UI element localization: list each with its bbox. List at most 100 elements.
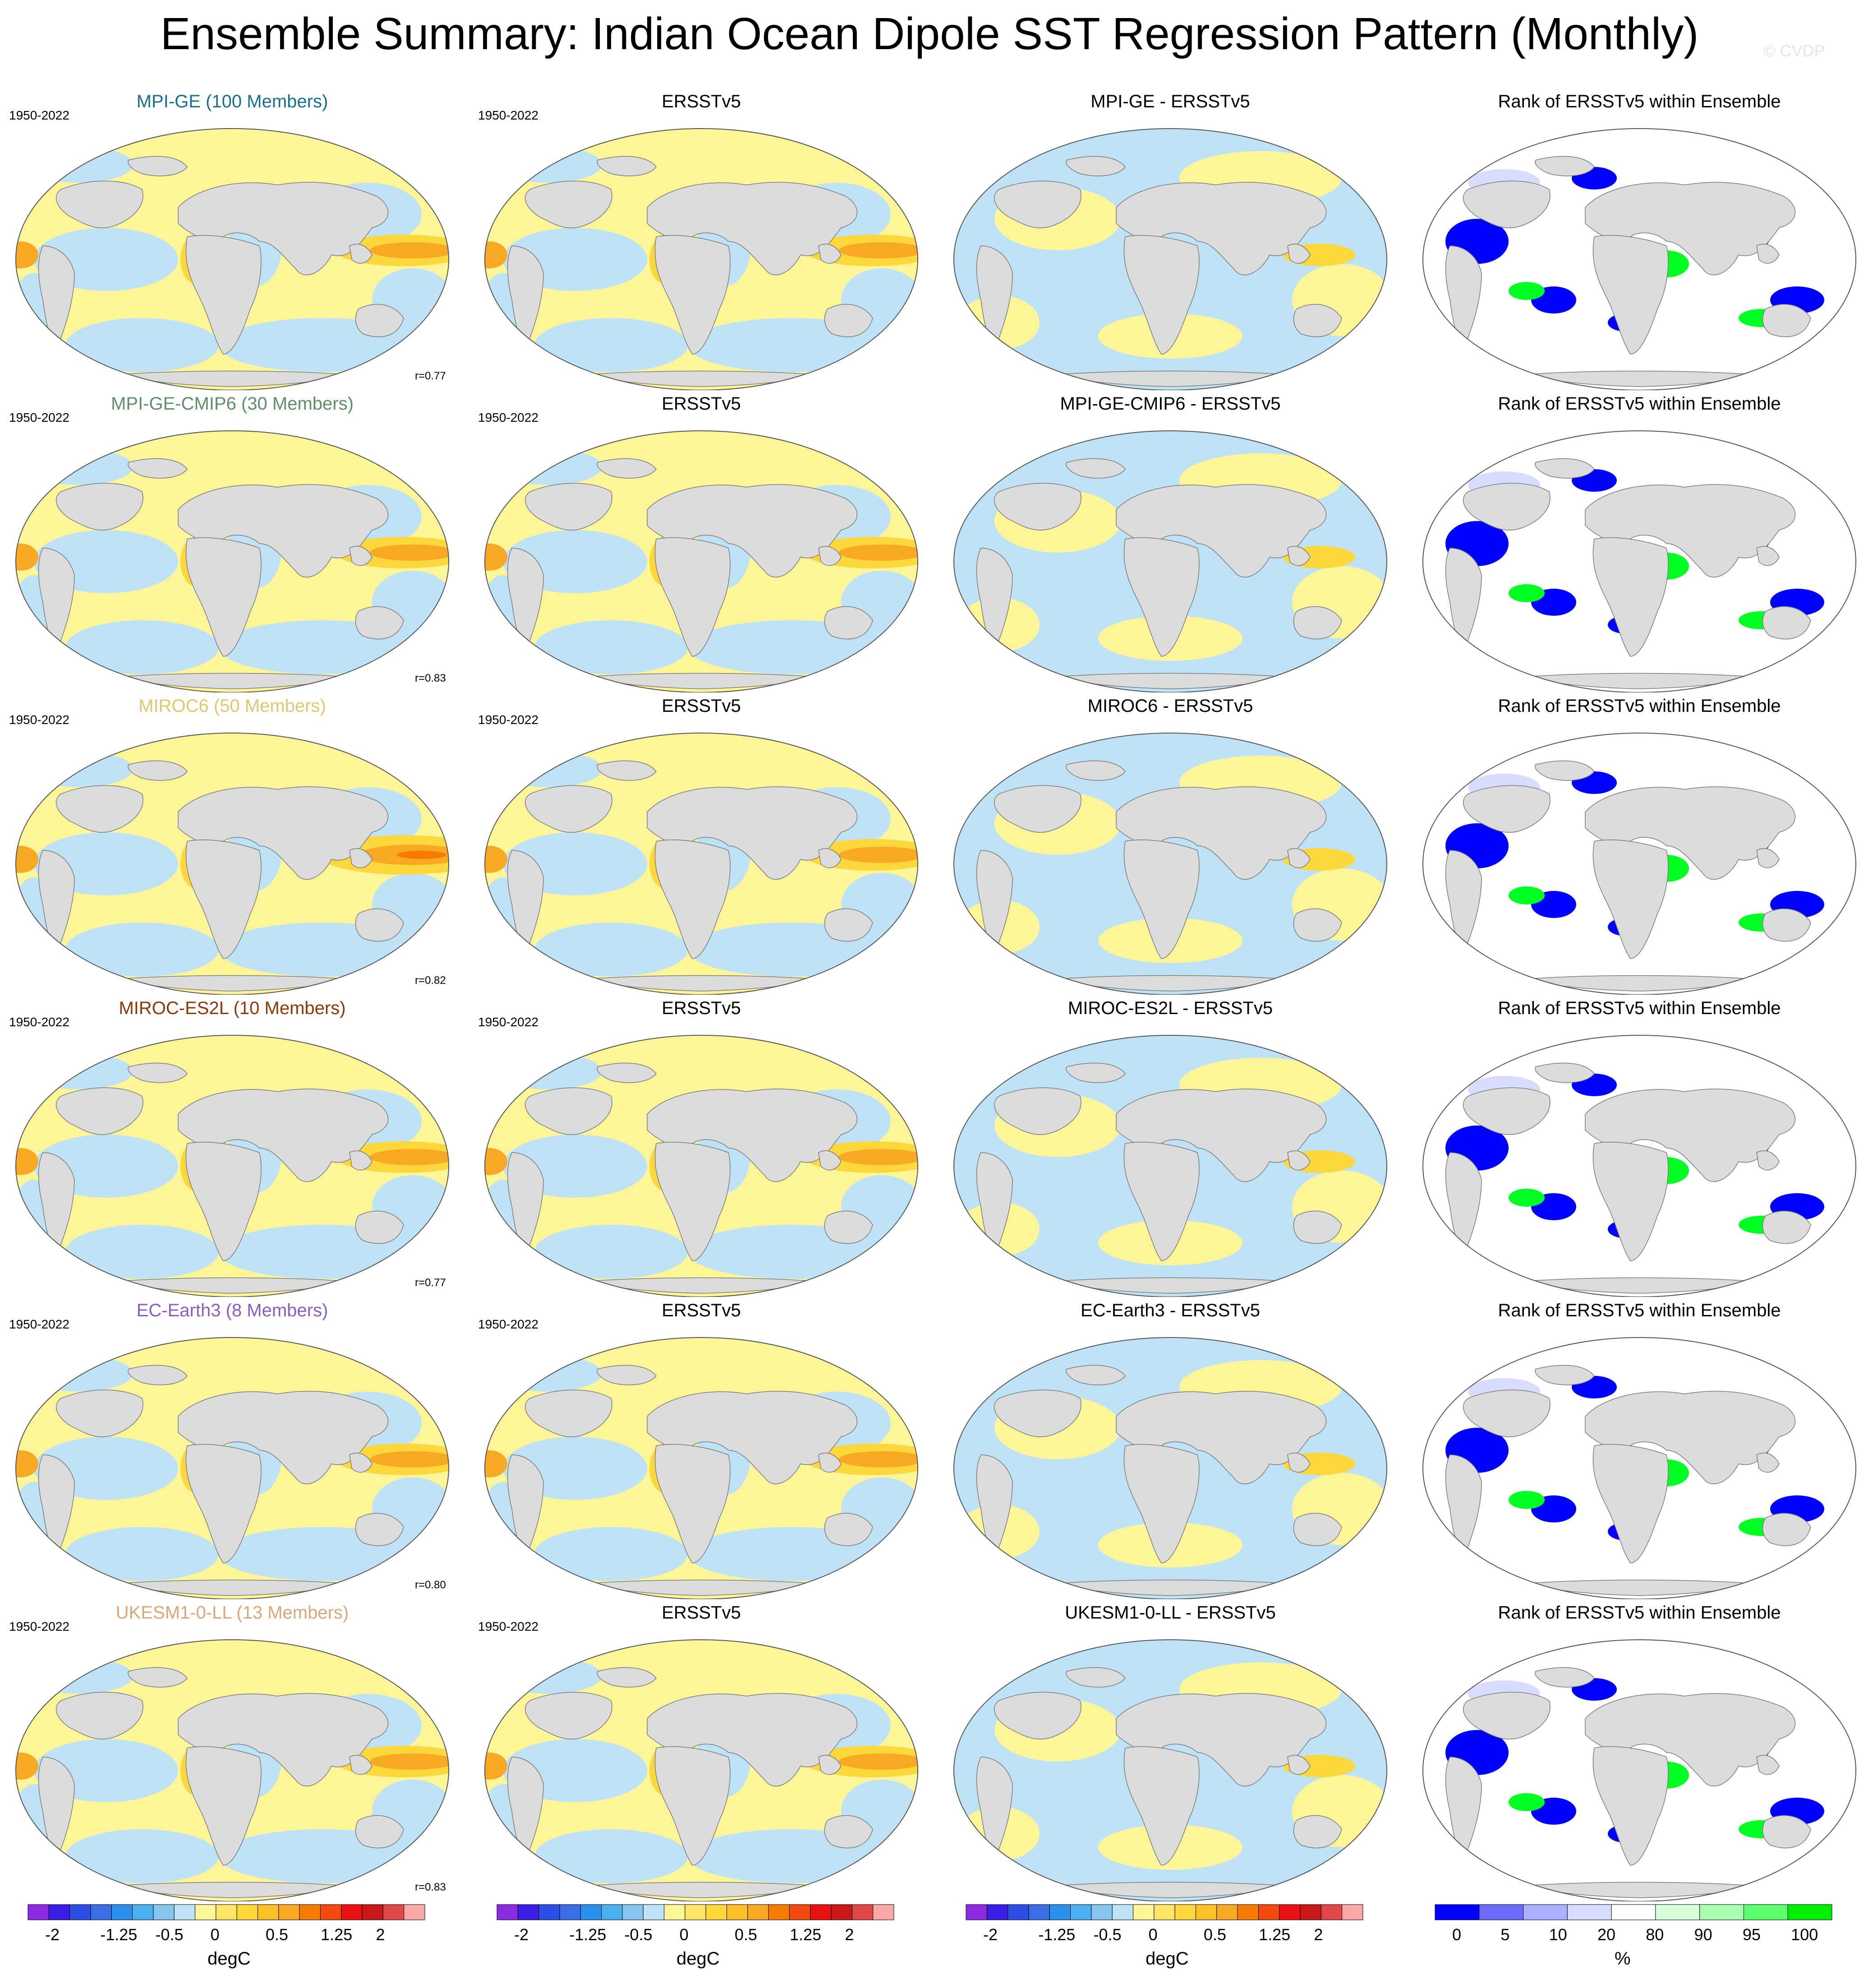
land-layer xyxy=(976,760,1342,992)
colorbar-swatch xyxy=(1321,1904,1343,1920)
obs-panel: ERSSTv5 1950-2022 xyxy=(469,1299,934,1601)
colorbar-swatch xyxy=(810,1904,832,1920)
sst-map xyxy=(484,733,918,995)
sst-map xyxy=(484,128,918,390)
rank-map xyxy=(1422,1639,1856,1901)
land-layer xyxy=(976,1365,1342,1596)
colorbar-swatches xyxy=(1435,1904,1832,1920)
year-range: 1950-2022 xyxy=(478,1015,538,1029)
obs-panel: ERSSTv5 1950-2022 xyxy=(469,90,934,392)
difference-map xyxy=(953,1035,1387,1297)
colorbar-swatch xyxy=(1091,1904,1113,1920)
colorbar-swatch xyxy=(664,1904,686,1920)
land-layer xyxy=(1445,1667,1811,1898)
colorbar-swatch xyxy=(851,1904,874,1920)
year-range: 1950-2022 xyxy=(9,1619,69,1633)
colorbar-swatch xyxy=(1567,1904,1612,1920)
difference-title: MPI-GE - ERSSTv5 xyxy=(1091,92,1250,111)
colorbar-swatch xyxy=(685,1904,706,1920)
colorbar-tick-label: 1.25 xyxy=(1259,1925,1291,1944)
colorbar-swatch xyxy=(538,1904,560,1920)
land-layer xyxy=(38,458,404,689)
colorbar-swatch xyxy=(1070,1904,1092,1920)
sst-map xyxy=(484,430,918,692)
obs-panel: ERSSTv5 1950-2022 xyxy=(469,392,934,694)
colorbar-swatch xyxy=(216,1904,237,1920)
obs-title: ERSSTv5 xyxy=(662,998,741,1018)
sst-map xyxy=(15,1035,449,1297)
colorbar-swatch xyxy=(1112,1904,1134,1920)
obs-title: ERSSTv5 xyxy=(662,1301,741,1320)
colorbar-tick-label: -1.25 xyxy=(100,1925,138,1944)
colorbar-tick-label: 80 xyxy=(1646,1925,1664,1944)
sst-map xyxy=(15,733,449,995)
colorbar-swatch xyxy=(622,1904,644,1920)
colorbar-swatch xyxy=(643,1904,665,1920)
sst-map xyxy=(15,128,449,390)
colorbar-swatch xyxy=(747,1904,769,1920)
difference-panel: MIROC6 - ERSSTv5 xyxy=(938,695,1403,996)
difference-map xyxy=(953,430,1387,692)
colorbar-tick-label: 0 xyxy=(1148,1925,1158,1944)
colorbar-swatch xyxy=(705,1904,727,1920)
colorbar-tick-label: 90 xyxy=(1694,1925,1712,1944)
colorbar-swatch xyxy=(966,1904,987,1920)
sst-colorbar: -2 -1.25 -0.5 0 0.5 1.25 2 degC xyxy=(27,1904,426,1969)
rank-map xyxy=(1422,733,1856,995)
difference-panel: UKESM1-0-LL - ERSSTv5 xyxy=(938,1601,1403,1903)
colorbar-swatch xyxy=(132,1904,154,1920)
pattern-correlation: r=0.82 xyxy=(415,974,446,987)
land-layer xyxy=(38,1062,404,1294)
year-range: 1950-2022 xyxy=(478,1317,538,1331)
colorbar-swatch xyxy=(789,1904,811,1920)
colorbar-swatch xyxy=(28,1904,49,1920)
model-title: UKESM1-0-LL (13 Members) xyxy=(115,1603,349,1623)
difference-title: EC-Earth3 - ERSSTv5 xyxy=(1081,1301,1260,1320)
colorbar-swatch xyxy=(153,1904,175,1920)
colorbar-swatch xyxy=(341,1904,363,1920)
pattern-correlation: r=0.77 xyxy=(415,370,446,382)
sst-colorbar: -2 -1.25 -0.5 0 0.5 1.25 2 degC xyxy=(965,1904,1364,1969)
colorbar-swatch xyxy=(559,1904,581,1920)
colorbar-tick-label: 0.5 xyxy=(1203,1925,1226,1944)
land-layer xyxy=(38,760,404,992)
difference-map xyxy=(953,1639,1387,1901)
colorbar-unit: degC xyxy=(676,1949,720,1969)
land-layer xyxy=(507,760,873,992)
colorbar-tick-label: 100 xyxy=(1791,1925,1818,1944)
colorbar-swatch xyxy=(1435,1904,1480,1920)
colorbar-swatch xyxy=(1479,1904,1524,1920)
rank-panel: Rank of ERSSTv5 within Ensemble59% xyxy=(1407,90,1859,392)
model-title: EC-Earth3 (8 Members) xyxy=(136,1301,328,1320)
copyright-watermark: © CVDP xyxy=(1763,42,1825,60)
land-layer xyxy=(1445,458,1811,689)
year-range: 1950-2022 xyxy=(9,1015,69,1029)
colorbar-swatch xyxy=(1154,1904,1175,1920)
colorbar-tick-label: -2 xyxy=(514,1925,529,1944)
pattern-correlation: r=0.77 xyxy=(415,1277,446,1289)
colorbar-swatch xyxy=(236,1904,258,1920)
colorbar-swatch xyxy=(299,1904,321,1920)
land-layer xyxy=(1445,156,1811,387)
difference-panel: MIROC-ES2L - ERSSTv5 xyxy=(938,997,1403,1298)
difference-title: MPI-GE-CMIP6 - ERSSTv5 xyxy=(1060,394,1281,414)
model-panel: EC-Earth3 (8 Members) 1950-2022 r=0.80 xyxy=(0,1299,465,1601)
year-range: 1950-2022 xyxy=(478,1619,538,1633)
obs-title: ERSSTv5 xyxy=(662,696,741,716)
obs-panel: ERSSTv5 1950-2022 xyxy=(469,695,934,996)
rank-title: Rank of ERSSTv5 within Ensemble xyxy=(1498,1603,1781,1623)
colorbar-swatch xyxy=(497,1904,518,1920)
land-layer xyxy=(1445,760,1811,992)
model-panel: MIROC6 (50 Members) 1950-2022 r=0.82 xyxy=(0,695,465,996)
colorbar-swatch xyxy=(1523,1904,1568,1920)
rank-panel: Rank of ERSSTv5 within Ensemble44% xyxy=(1407,695,1859,996)
colorbar-swatch xyxy=(1049,1904,1071,1920)
colorbar-tick-label: 2 xyxy=(845,1925,854,1944)
land-layer xyxy=(976,1667,1342,1898)
year-range: 1950-2022 xyxy=(478,108,538,122)
colorbar-swatch xyxy=(404,1904,425,1920)
colorbar-swatches xyxy=(28,1904,425,1920)
colorbar-swatch xyxy=(1743,1904,1788,1920)
land-layer xyxy=(38,1365,404,1596)
colorbar-swatch xyxy=(768,1904,790,1920)
